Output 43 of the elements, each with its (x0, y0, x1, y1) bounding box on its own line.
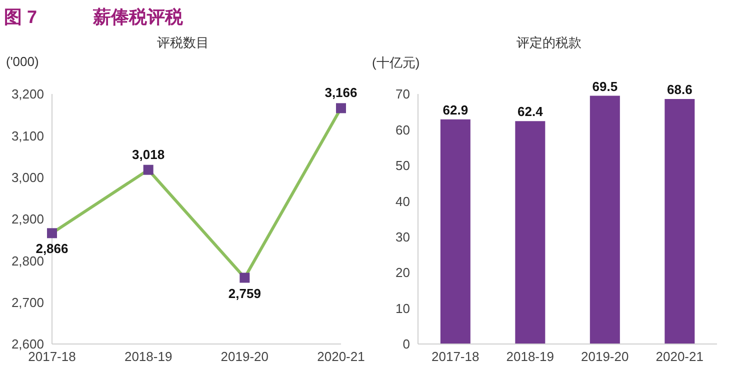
y-tick-label: 60 (396, 122, 410, 138)
y-tick-label: 3,100 (11, 128, 44, 144)
data-label: 3,166 (324, 85, 358, 100)
y-tick-label: 50 (396, 158, 410, 174)
data-label: 3,018 (132, 146, 165, 162)
y-tick-label: 2,600 (11, 336, 44, 352)
y-tick-label: 2,900 (11, 212, 44, 227)
y-tick-label: 2,700 (11, 294, 44, 310)
y-tick-label: 3,200 (11, 86, 44, 102)
x-tick-label: 2017-18 (28, 349, 76, 364)
data-label: 68.6 (667, 82, 692, 97)
x-tick-label: 2020-21 (317, 349, 365, 364)
bar (440, 119, 470, 344)
data-label: 62.4 (518, 104, 544, 120)
x-tick-label: 2019-20 (581, 349, 629, 364)
y-tick-label: 3,000 (11, 170, 44, 185)
data-label: 62.9 (442, 102, 468, 118)
x-tick-label: 2018-19 (506, 349, 554, 364)
y-tick-label: 70 (396, 86, 410, 102)
point (47, 228, 57, 238)
bar (515, 121, 546, 344)
point (336, 103, 346, 114)
chart-title: 评定的税款 (516, 34, 582, 52)
x-tick-label: 2019-20 (220, 349, 269, 364)
y-tick-label: 30 (396, 229, 410, 244)
caption: 图 7 (4, 6, 38, 29)
bar (590, 96, 620, 344)
x-tick-label: 2017-18 (432, 349, 480, 364)
y-axis-title: ('000) (5, 54, 40, 71)
bar (664, 99, 695, 344)
chart-title: 评税数目 (156, 34, 210, 52)
x-tick-label: 2018-19 (124, 349, 172, 364)
point (240, 272, 250, 283)
point (143, 164, 154, 175)
y-tick-label: 40 (396, 194, 410, 209)
y-tick-label: 20 (396, 265, 410, 280)
y-axis-title: (十亿元) (371, 54, 421, 72)
y-tick-label: 10 (396, 300, 410, 316)
x-tick-label: 2020-21 (656, 349, 704, 364)
data-label: 2,759 (228, 286, 261, 301)
text: 薪俸税评税 (93, 6, 184, 29)
y-tick-label: 0 (402, 336, 410, 352)
data-label: 69.5 (592, 78, 618, 94)
